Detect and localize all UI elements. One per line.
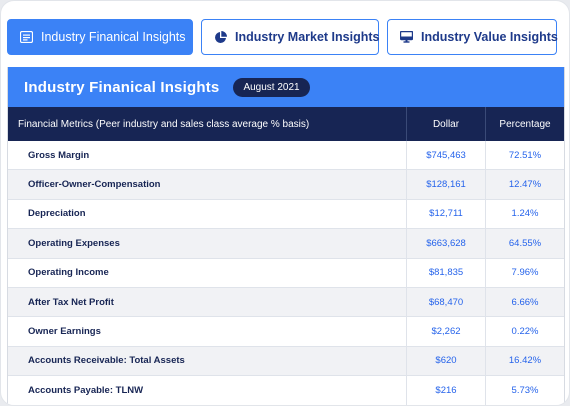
percentage-value: 12.47% — [485, 170, 564, 199]
metric-name: After Tax Net Profit — [28, 296, 114, 308]
percentage-value: 0.22% — [485, 317, 564, 346]
document-icon — [20, 31, 33, 44]
percentage-value: 5.73% — [485, 376, 564, 405]
header-dollar: Dollar — [406, 107, 485, 141]
tab-value-insights[interactable]: Industry Value Insights — [387, 19, 558, 55]
percentage-value: 16.42% — [485, 346, 564, 376]
tab-market-insights[interactable]: Industry Market Insights — [201, 19, 379, 55]
table-row: After Tax Net Profit $68,470 6.66% — [8, 287, 564, 318]
dollar-value: $216 — [406, 376, 485, 405]
metric-name: Gross Margin — [28, 149, 90, 161]
table-row: Accounts Receivable: Total Assets $620 1… — [8, 346, 564, 377]
metric-name: Operating Income — [28, 267, 109, 279]
tab-label: Industry Finanical Insights — [41, 30, 186, 44]
metric-name: Depreciation — [28, 208, 86, 220]
dollar-value: $620 — [406, 346, 485, 376]
metric-name: Owner Earnings — [28, 326, 101, 338]
header-metric: Financial Metrics (Peer industry and sal… — [18, 118, 310, 130]
dollar-value: $68,470 — [406, 287, 485, 317]
tab-label: Industry Value Insights — [421, 30, 558, 44]
dollar-value: $12,711 — [406, 199, 485, 229]
percentage-value: 6.66% — [485, 287, 564, 317]
metric-name: Officer-Owner-Compensation — [28, 179, 161, 191]
dollar-value: $2,262 — [406, 317, 485, 346]
table-header: Financial Metrics (Peer industry and sal… — [8, 107, 564, 141]
dollar-value: $81,835 — [406, 258, 485, 287]
table-row: Accounts Payable: TLNW $216 5.73% — [8, 376, 564, 405]
pie-chart-icon — [214, 30, 227, 44]
percentage-value: 1.24% — [485, 199, 564, 229]
percentage-value: 7.96% — [485, 258, 564, 287]
dollar-value: $745,463 — [406, 141, 485, 170]
percentage-value: 64.55% — [485, 229, 564, 258]
metric-name: Operating Expenses — [28, 237, 120, 249]
metric-name: Accounts Payable: TLNW — [28, 384, 144, 396]
financial-insights-panel: Industry Finanical Insights August 2021 … — [7, 67, 565, 405]
tab-label: Industry Market Insights — [235, 30, 380, 44]
tab-financial-insights[interactable]: Industry Finanical Insights — [7, 19, 193, 55]
table-row: Owner Earnings $2,262 0.22% — [8, 317, 564, 347]
panel-header: Industry Finanical Insights August 2021 — [8, 67, 564, 107]
panel-title: Industry Finanical Insights — [24, 78, 220, 96]
dollar-value: $128,161 — [406, 170, 485, 199]
table-row: Depreciation $12,711 1.24% — [8, 199, 564, 230]
metric-name: Accounts Receivable: Total Assets — [28, 355, 185, 367]
header-percentage: Percentage — [485, 107, 564, 141]
monitor-icon — [400, 31, 413, 44]
table-row: Officer-Owner-Compensation $128,161 12.4… — [8, 170, 564, 200]
table-row: Gross Margin $745,463 72.51% — [8, 141, 564, 171]
tab-bar: Industry Finanical Insights Industry Mar… — [7, 19, 558, 55]
percentage-value: 72.51% — [485, 141, 564, 170]
date-badge: August 2021 — [233, 77, 310, 97]
table-row: Operating Expenses $663,628 64.55% — [8, 229, 564, 259]
table-row: Operating Income $81,835 7.96% — [8, 258, 564, 288]
dollar-value: $663,628 — [406, 229, 485, 258]
